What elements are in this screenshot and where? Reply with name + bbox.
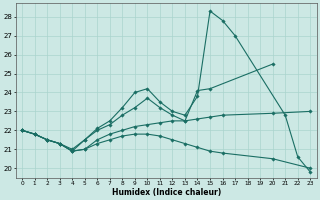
X-axis label: Humidex (Indice chaleur): Humidex (Indice chaleur) (112, 188, 221, 197)
